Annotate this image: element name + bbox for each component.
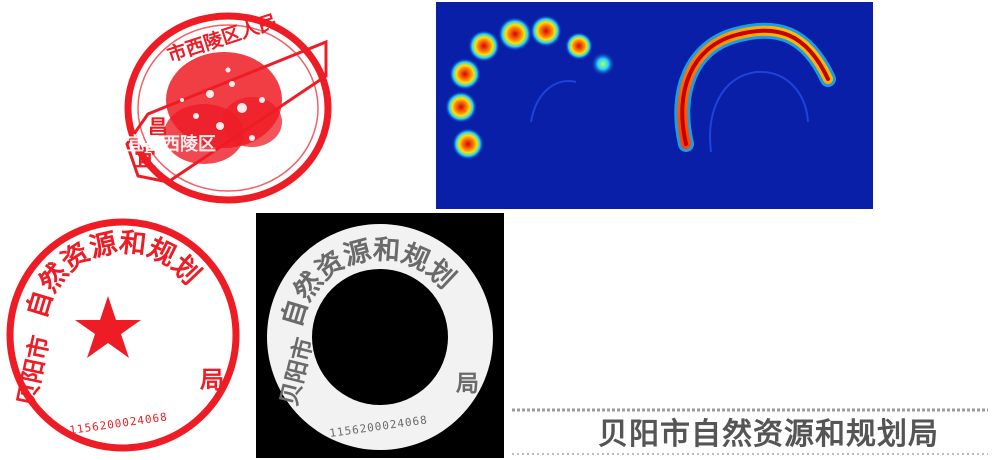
heatmap-image (436, 2, 873, 209)
stamp-bottom-arc-text: 自然资源和规划 (21, 227, 207, 322)
stamp-bottom-left-text: 贝阳市 (12, 333, 55, 409)
unwrapped-strip-canvas: 贝阳市自然资源和规划局 (512, 408, 988, 455)
unwrapped-text-strip: 贝阳市自然资源和规划局 (510, 400, 990, 458)
heatmap-right-arc (674, 22, 836, 152)
ring-mask-right-text: 局 (456, 370, 479, 397)
stamp-top-box-char-mid: 宜 (134, 146, 156, 172)
red-seal-stamp-bottom: 自然资源和规划 贝阳市 局 1156200024068 (6, 218, 240, 452)
stamp-image-bottom: 自然资源和规划 贝阳市 局 1156200024068 (0, 212, 246, 458)
ring-mask-image: 自然资源和规划 贝阳市 局 1156200024068 (256, 213, 504, 458)
heatmap-left-blobs (445, 15, 615, 160)
stamp-top-box-char-left: 昌 (148, 115, 168, 139)
stamp-bottom-right-text: 局 (200, 365, 224, 394)
star-icon (75, 296, 141, 358)
heatmap-canvas (445, 15, 836, 160)
unwrapped-strip-text: 贝阳市自然资源和规划局 (598, 417, 939, 452)
red-seal-stamp-top: 市西陵区人民 昌 宜 宜昌西陵区 (124, 10, 332, 204)
ring-mask-canvas: 自然资源和规划 贝阳市 局 1156200024068 (267, 224, 493, 450)
stamp-bottom-code: 1156200024068 (69, 410, 169, 437)
stamp-image-top: 市西陵区人民 昌 宜 宜昌西陵区 (112, 4, 344, 210)
stamp-top-overlay-text: 宜昌西陵区 (126, 133, 216, 155)
